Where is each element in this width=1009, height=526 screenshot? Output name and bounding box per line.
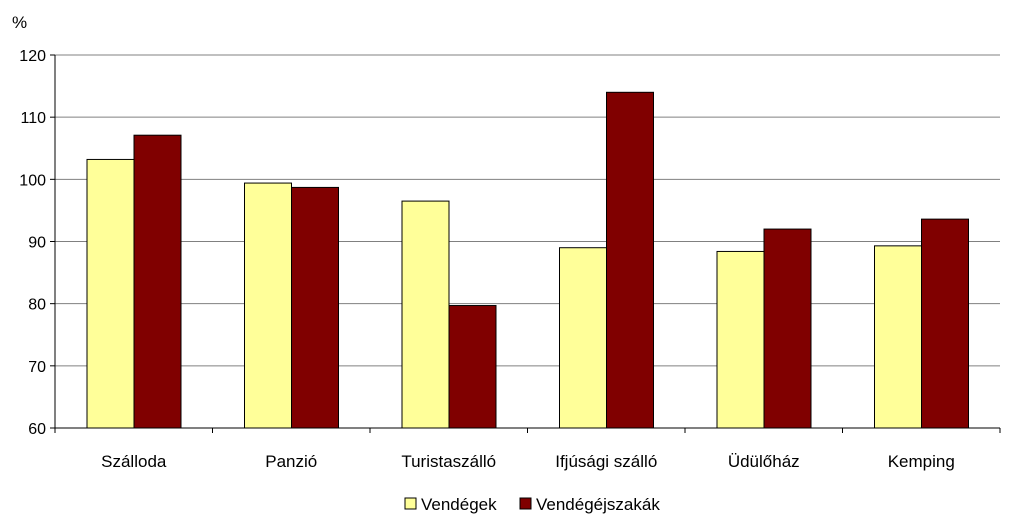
gridlines: [55, 54, 1000, 367]
legend-label: Vendégéjszakák: [536, 495, 660, 514]
bar: [244, 182, 292, 429]
bar: [606, 91, 654, 429]
y-tick-label: 110: [20, 110, 46, 127]
bar: [401, 200, 450, 429]
bar: [716, 250, 765, 429]
bars: [86, 91, 969, 429]
y-tick-label: 90: [28, 235, 46, 252]
bar: [763, 228, 812, 429]
legend: Vendégek Vendégéjszakák: [404, 495, 660, 514]
x-tick-label: Kemping: [888, 452, 955, 471]
x-tick-label: Panzió: [265, 452, 317, 471]
bar: [874, 245, 922, 429]
legend-swatch: [519, 497, 532, 510]
bar: [291, 186, 339, 429]
bar: [86, 158, 135, 429]
x-tick-label: Üdülőház: [728, 452, 800, 471]
y-tick-label: 100: [19, 172, 46, 189]
legend-label: Vendégek: [421, 495, 497, 514]
bar: [559, 247, 607, 429]
y-tick-label: 120: [19, 48, 46, 65]
x-tick-label: Ifjúsági szálló: [555, 452, 657, 471]
y-unit-label: %: [12, 13, 27, 32]
y-tick-label: 60: [28, 421, 46, 438]
bar: [133, 134, 182, 429]
bar: [921, 218, 969, 429]
x-tick-label: Turistaszálló: [401, 452, 496, 471]
y-tick-label: 70: [28, 359, 46, 376]
bar: [448, 305, 497, 429]
legend-swatch: [404, 497, 417, 510]
y-tick-label: 80: [28, 297, 46, 314]
axes: 60 70 80 90 100 110 120 Szálloda Panzió Turistasz…: [19, 48, 1001, 471]
x-tick-label: Szálloda: [101, 452, 167, 471]
